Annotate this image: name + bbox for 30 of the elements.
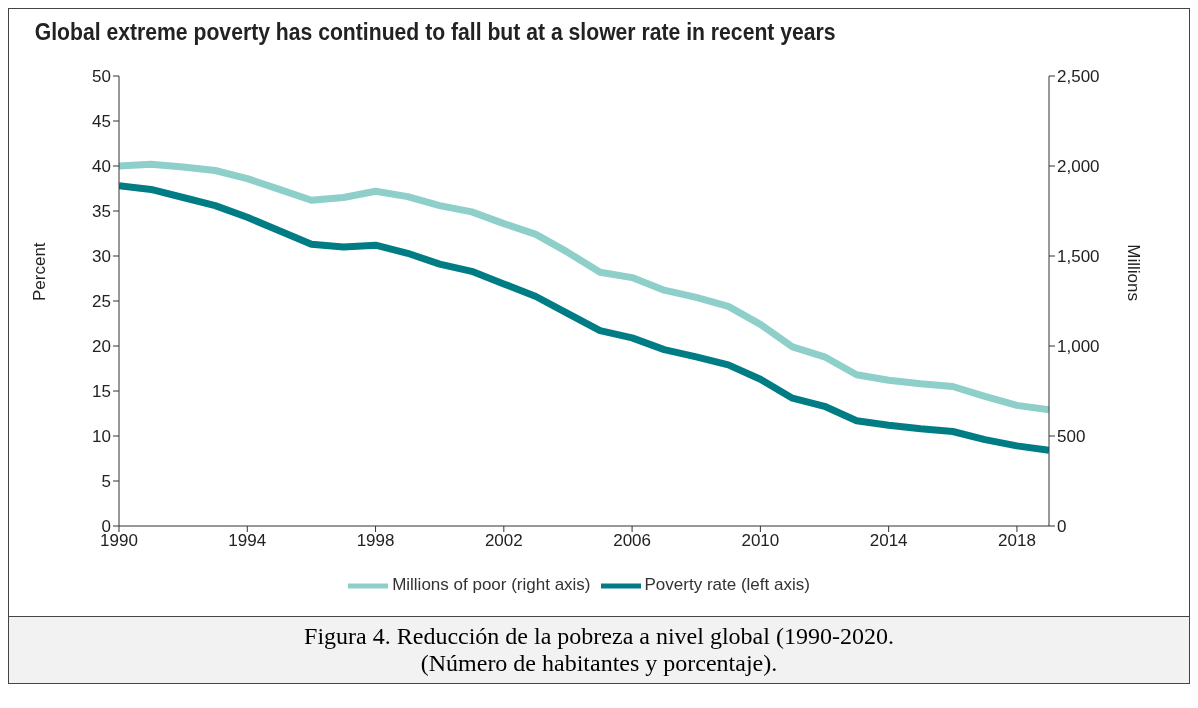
x-tick-label: 2014 bbox=[869, 531, 908, 551]
y2-axis-title: Millions bbox=[1123, 244, 1143, 301]
y-axis-title: Percent bbox=[30, 242, 50, 301]
y2-tick-label: 500 bbox=[1057, 427, 1086, 447]
y2-tick-label: 2,500 bbox=[1057, 67, 1100, 87]
x-tick-label: 2010 bbox=[741, 531, 780, 551]
y-tick-label: 5 bbox=[101, 472, 111, 492]
y-tick-label: 50 bbox=[92, 67, 111, 87]
y-tick-label: 25 bbox=[92, 292, 111, 312]
legend-label: Poverty rate (left axis) bbox=[644, 575, 810, 595]
y2-tick-label: 2,000 bbox=[1057, 157, 1100, 177]
y2-tick-label: 0 bbox=[1057, 517, 1067, 537]
y-tick-label: 20 bbox=[92, 337, 111, 357]
y2-tick-label: 1,000 bbox=[1057, 337, 1100, 357]
x-tick-label: 2018 bbox=[998, 531, 1036, 551]
y-tick-label: 30 bbox=[92, 247, 111, 267]
y2-tick-label: 1,500 bbox=[1057, 247, 1100, 267]
y-tick-label: 45 bbox=[92, 112, 111, 132]
text: (Número de habitantes y porcentaje). bbox=[419, 650, 779, 677]
y-tick-label: 35 bbox=[92, 202, 111, 222]
x-tick-label: 1998 bbox=[356, 531, 395, 551]
x-tick-label: 1994 bbox=[228, 531, 267, 551]
chart-title: Global extreme poverty has continued to fall but at a slower rate in recent years bbox=[33, 18, 837, 46]
x-tick-label: 2006 bbox=[613, 531, 652, 551]
y-tick-label: 40 bbox=[92, 157, 111, 177]
legend-label: Millions of poor (right axis) bbox=[392, 575, 591, 595]
y-tick-label: 15 bbox=[92, 382, 111, 402]
text: Figura 4. Reducción de la pobreza a nivel global (1990-2020. bbox=[303, 623, 895, 650]
y-tick-label: 10 bbox=[92, 427, 111, 447]
x-tick-label: 2002 bbox=[484, 531, 523, 551]
